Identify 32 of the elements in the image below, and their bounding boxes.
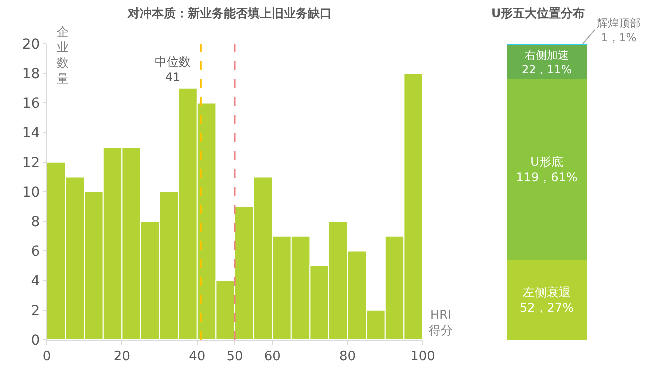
x-tick-label: 60 [264,350,281,365]
y-tick-label: 18 [22,66,40,82]
y-tick-label: 4 [31,274,40,290]
x-axis-title: HRI 得分 [429,308,453,338]
x-tick-label: 0 [42,350,52,365]
data-label: 52，27% [520,301,574,316]
y-tick-label: 20 [22,36,40,53]
x-tick-label: 20 [114,350,130,365]
x-tick-label: 40 [189,350,206,365]
y-tick-label: 16 [22,96,40,112]
data-label: 22，11% [522,63,572,76]
data-label: 1，1% [601,31,637,44]
chart-title: 对冲本质：新业务能否填上旧业务缺口 [127,6,332,21]
y-tick-label: 8 [31,214,40,230]
series-label: 右侧加速 [525,48,569,62]
y-tick-label: 10 [22,184,40,201]
x-tick-label: 100 [410,350,436,365]
y-tick-label: 12 [22,155,40,172]
y-axis-title: 企业数量 [57,25,69,86]
x-tick-label: 50 [226,350,244,365]
series-label: 辉煌顶部 [597,17,641,30]
y-tick-label: 6 [31,244,40,260]
series-label: U形底 [530,155,564,170]
series-label: 左侧衰退 [523,286,571,300]
x-tick-label: 80 [340,350,356,365]
ref-line-label: 中位数 41 [155,55,191,85]
bar [507,260,587,340]
y-tick-label: 0 [31,332,40,349]
chart-title: U形五大位置分布 [492,6,586,21]
data-label: 119，61% [516,170,578,185]
y-tick-label: 14 [22,126,40,142]
y-tick-label: 2 [31,303,40,320]
